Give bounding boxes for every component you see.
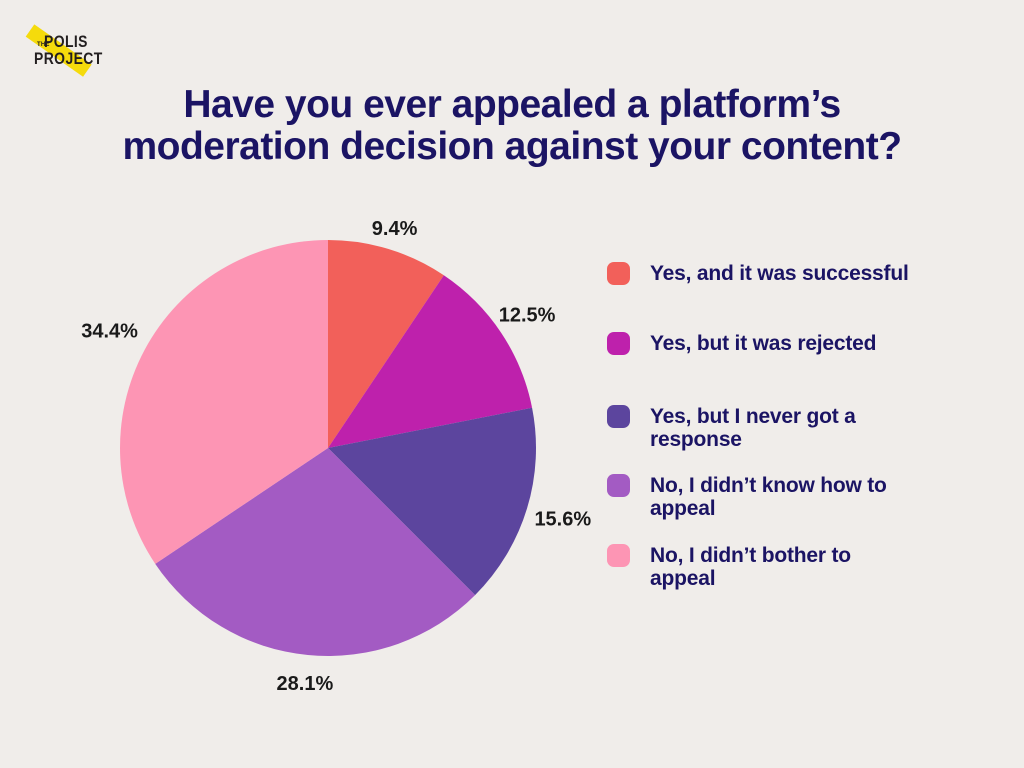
chart-title: Have you ever appealed a platform’s mode… (0, 84, 1024, 168)
pie-value-label-1: 12.5% (499, 304, 556, 326)
pie-slice-3 (155, 448, 476, 656)
pie-slice-2 (328, 407, 537, 596)
legend-label-line: appeal (650, 497, 716, 520)
pie-slice-0 (328, 240, 444, 448)
pie-slice-4 (120, 240, 328, 564)
pie-value-label-4: 34.4% (81, 321, 138, 343)
legend-swatch-pink (607, 544, 630, 567)
legend-label-line: No, I didn’t bother to (650, 544, 851, 567)
legend-swatch-dark-purple (607, 405, 630, 428)
pie-value-label-0: 9.4% (372, 218, 418, 240)
chart-title-line-2: moderation decision against your content… (122, 125, 902, 168)
legend-label-line: No, I didn’t know how to (650, 474, 887, 497)
legend-swatch-red (607, 262, 630, 285)
legend-swatch-medium-purple (607, 474, 630, 497)
pie-value-label-3: 28.1% (277, 673, 334, 695)
legend-label: Yes, but I never got a response (650, 405, 940, 451)
legend-label-line: response (650, 428, 742, 451)
legend-label: Yes, but it was rejected (650, 332, 940, 355)
polis-project-logo: THE POLIS PROJECT (18, 22, 114, 82)
pie-slice-1 (328, 275, 533, 448)
logo-polis: POLIS (44, 32, 88, 51)
legend-label: No, I didn’t bother to appeal (650, 544, 940, 590)
legend-label: Yes, and it was successful (650, 262, 940, 285)
legend-label-line: Yes, but I never got a (650, 405, 856, 428)
logo-the: THE (37, 42, 50, 48)
legend-swatch-magenta (607, 332, 630, 355)
legend-label: No, I didn’t know how to appeal (650, 474, 940, 520)
legend: Yes, and it was successful Yes, but it w… (607, 0, 947, 768)
pie-chart-area: 9.4% 12.5% 15.6% 28.1% 34.4% (40, 195, 620, 715)
pie-chart: 9.4% 12.5% 15.6% 28.1% 34.4% (81, 218, 591, 695)
chart-title-line-1: Have you ever appealed a platform’s (183, 83, 841, 126)
pie-value-label-2: 15.6% (534, 508, 591, 530)
legend-label-line: appeal (650, 567, 716, 590)
legend-label-line: Yes, and it was successful (650, 262, 909, 285)
logo-project: PROJECT (34, 49, 103, 68)
legend-label-line: Yes, but it was rejected (650, 332, 877, 355)
